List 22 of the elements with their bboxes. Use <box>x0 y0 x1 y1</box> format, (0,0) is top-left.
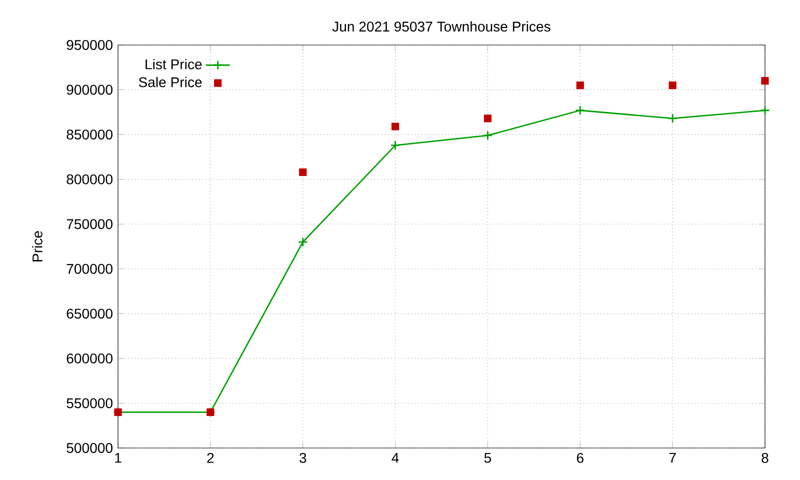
y-axis-title: Price <box>32 231 42 262</box>
y-tick-label: 600000 <box>66 353 112 364</box>
x-tick-label: 7 <box>669 452 676 463</box>
x-tick-label: 6 <box>576 452 584 463</box>
x-tick-label: 8 <box>762 452 768 463</box>
legend-label: List Price <box>146 58 202 70</box>
y-tick-label: 500000 <box>66 443 112 453</box>
x-tick-label: 4 <box>392 452 399 463</box>
y-tick-label: 850000 <box>66 130 112 140</box>
x-tick-label: 2 <box>207 452 214 463</box>
legend-label: Sale Price <box>138 76 202 88</box>
y-tick-label: 900000 <box>66 84 112 95</box>
y-tick-label: 650000 <box>66 308 112 319</box>
x-tick-label: 1 <box>115 452 122 463</box>
y-tick-label: 700000 <box>66 264 112 274</box>
y-tick-label: 750000 <box>66 219 112 230</box>
y-tick-label: 550000 <box>66 398 112 408</box>
x-tick-label: 3 <box>299 452 306 463</box>
chart-title: Jun 2021 95037 Townhouse Prices <box>332 21 550 32</box>
y-tick-label: 950000 <box>66 40 112 50</box>
y-tick-label: 800000 <box>66 174 112 184</box>
x-tick-label: 5 <box>484 452 492 463</box>
